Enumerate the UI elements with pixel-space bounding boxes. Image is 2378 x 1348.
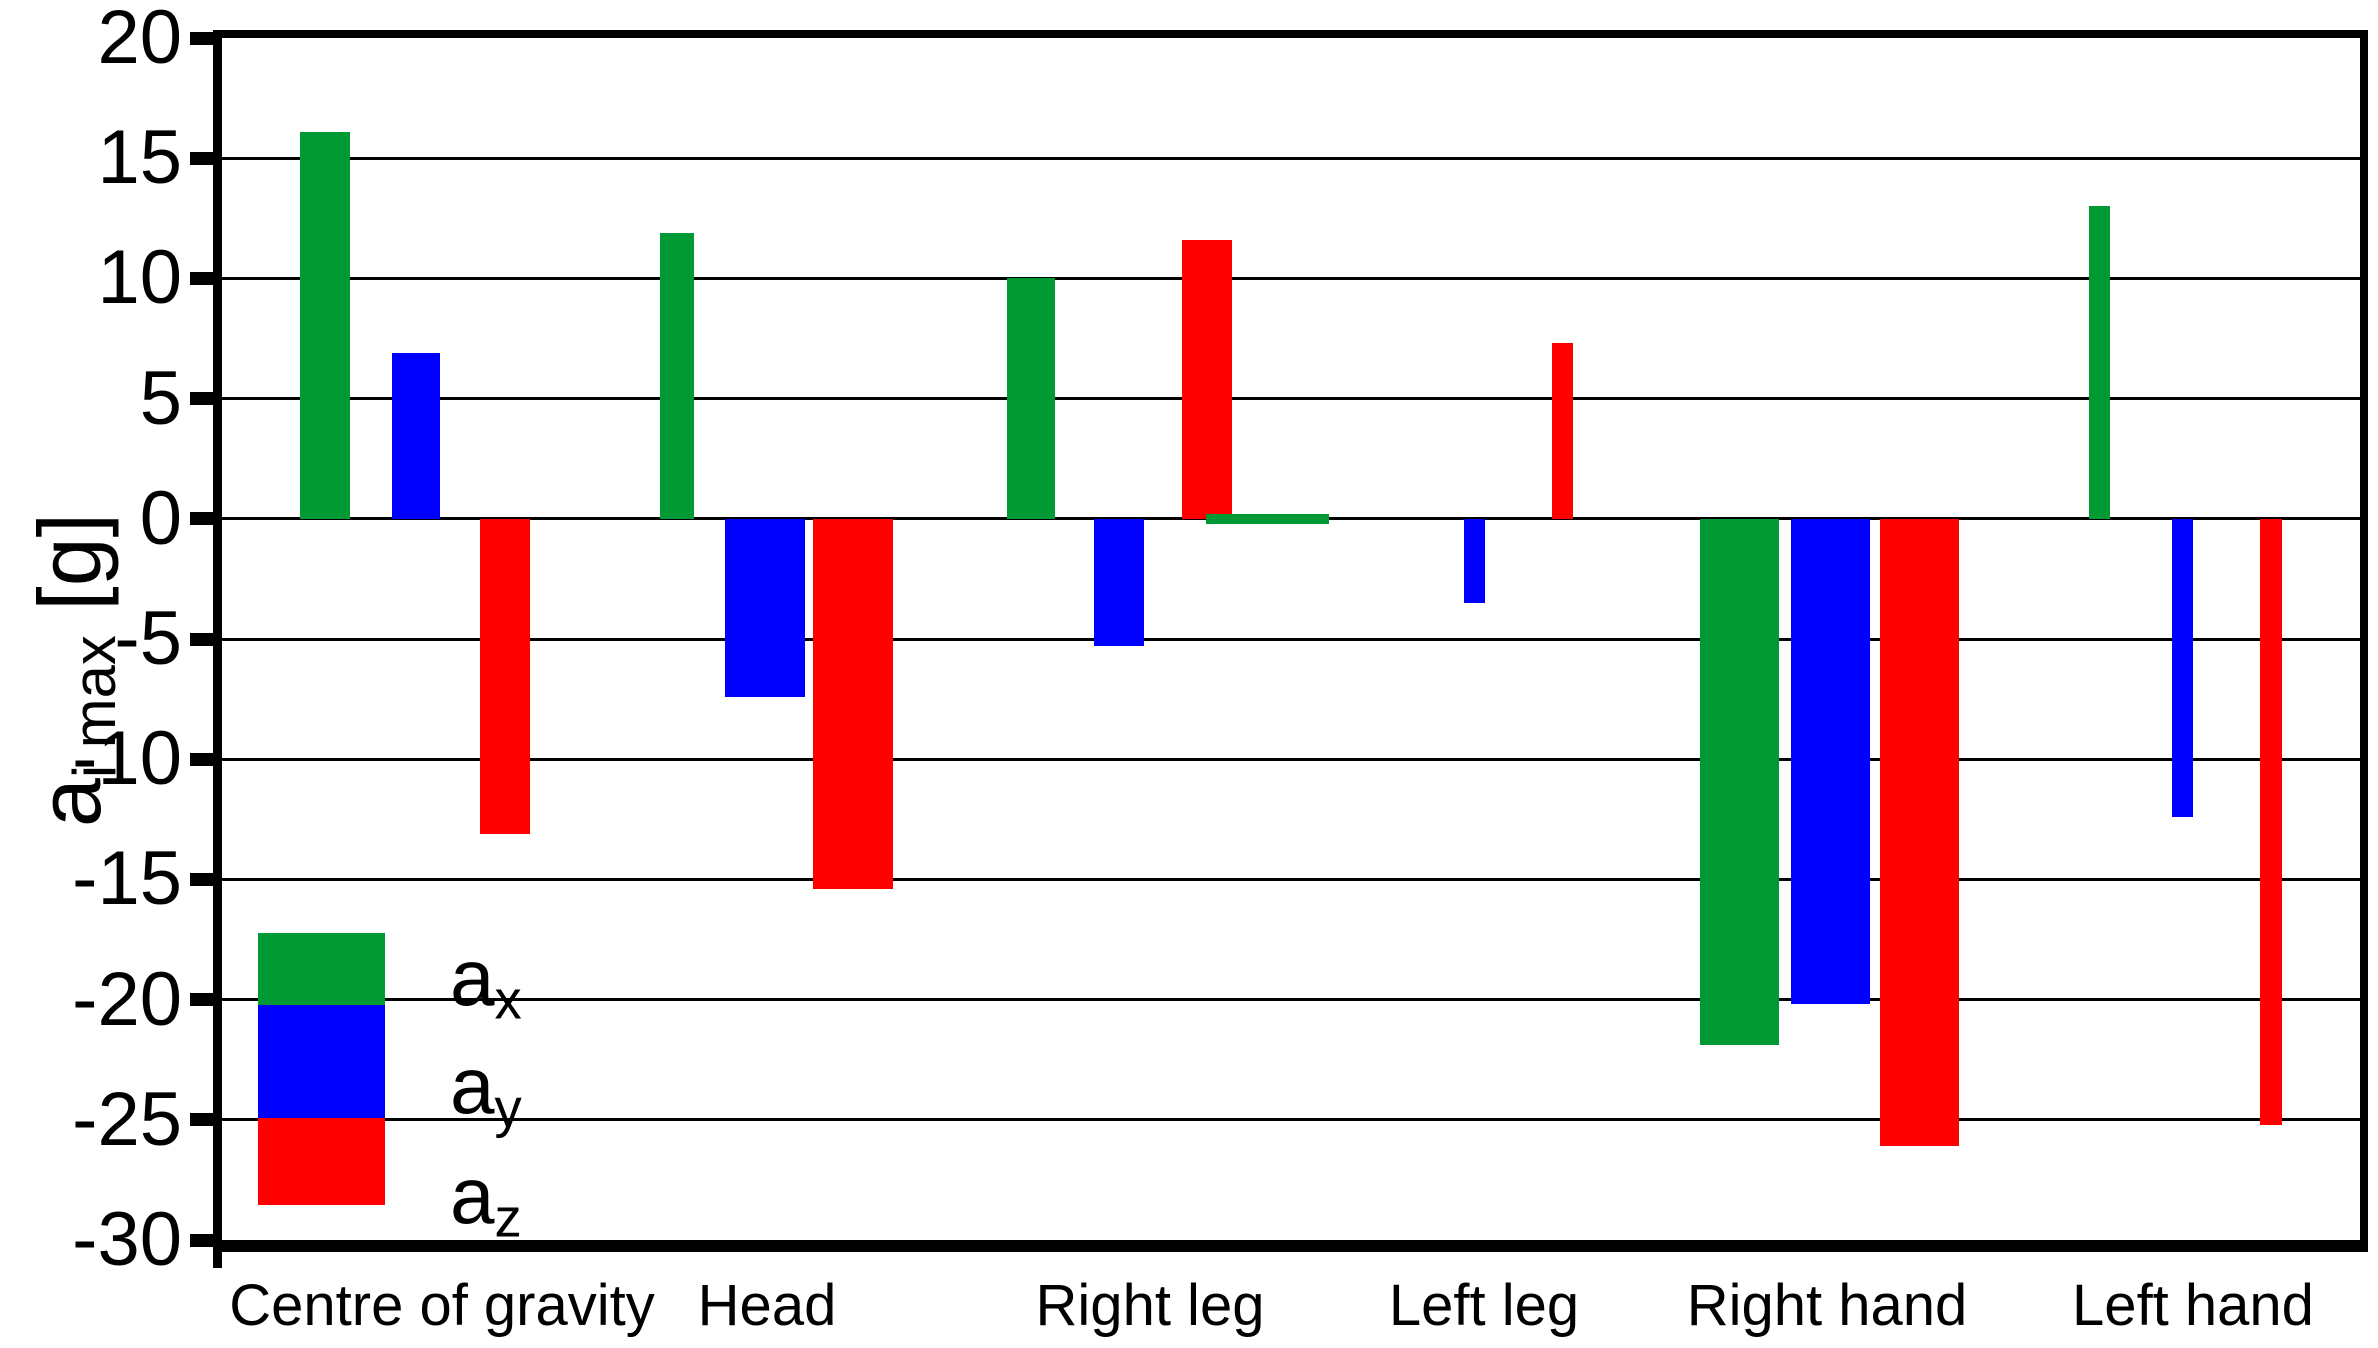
y-tick--10 bbox=[190, 752, 222, 766]
legend-swatch-a_y bbox=[258, 1005, 385, 1118]
legend-swatch-a_z bbox=[258, 1118, 385, 1205]
bar-a_y-left-leg bbox=[1464, 518, 1485, 603]
gridline-y--5 bbox=[222, 637, 2360, 641]
legend-label-base-a_z: a bbox=[450, 1151, 495, 1240]
plot-border bbox=[213, 30, 2368, 1252]
y-tick--20 bbox=[190, 993, 222, 1007]
legend-label-sub-a_x: x bbox=[494, 969, 522, 1031]
legend-label-sub-a_z: z bbox=[494, 1187, 522, 1249]
gridline-y-10 bbox=[222, 276, 2360, 280]
bar-a_y-centre-of-gravity bbox=[392, 352, 440, 519]
bar-a_x-left-hand bbox=[2089, 206, 2110, 519]
y-axis-title-unit: [g] bbox=[20, 512, 119, 611]
legend-label-a_z: az bbox=[450, 1156, 522, 1246]
y-tick-label--10: -10 bbox=[72, 716, 182, 802]
y-tick-label--15: -15 bbox=[72, 836, 182, 922]
gridline-y--10 bbox=[222, 757, 2360, 761]
gridline-y--15 bbox=[222, 877, 2360, 881]
bar-a_z-head bbox=[813, 518, 893, 889]
bar-a_x-head bbox=[660, 232, 694, 519]
x-category-label-right-hand: Right hand bbox=[1686, 1273, 1968, 1338]
bar-a_z-left-leg bbox=[1552, 343, 1573, 519]
legend-label-a_y: ay bbox=[450, 1046, 522, 1136]
y-axis-title-subscript: i max bbox=[60, 635, 128, 779]
x-category-label-left-hand: Left hand bbox=[2072, 1273, 2314, 1338]
x-category-label-head: Head bbox=[697, 1273, 837, 1338]
legend-label-base-a_y: a bbox=[450, 1041, 495, 1130]
y-tick--15 bbox=[190, 872, 222, 886]
y-tick-10 bbox=[190, 271, 222, 285]
gridline-y-5 bbox=[222, 397, 2360, 401]
legend-label-base-a_x: a bbox=[450, 933, 495, 1022]
y-tick-label-0: 0 bbox=[139, 475, 182, 561]
legend-label-sub-a_y: y bbox=[494, 1077, 522, 1139]
y-tick-label--5: -5 bbox=[114, 596, 182, 681]
legend-label-a_x: ax bbox=[450, 938, 522, 1028]
gridline-y--25 bbox=[222, 1118, 2360, 1122]
y-axis-title: ai max [g] bbox=[20, 513, 128, 827]
y-tick-label-15: 15 bbox=[97, 115, 182, 201]
x-category-label-right-leg: Right leg bbox=[1035, 1273, 1265, 1338]
y-tick-0 bbox=[190, 512, 222, 526]
y-tick-20 bbox=[190, 31, 222, 45]
y-axis-title-base: a bbox=[20, 778, 119, 828]
bar-a_x-right-hand bbox=[1700, 518, 1779, 1046]
y-tick-label--25: -25 bbox=[72, 1076, 182, 1162]
bar-a_x-centre-of-gravity bbox=[300, 131, 350, 519]
bar-a_y-right-hand bbox=[1791, 518, 1870, 1005]
y-tick-15 bbox=[190, 151, 222, 165]
y-axis-stub bbox=[213, 1252, 222, 1268]
y-tick-label-20: 20 bbox=[97, 0, 182, 80]
bar-a_y-left-hand bbox=[2172, 518, 2193, 817]
bar-a_y-head bbox=[725, 518, 805, 697]
y-tick--25 bbox=[190, 1113, 222, 1127]
bar-a_x-left-leg bbox=[1206, 513, 1329, 524]
bar-a_z-left-hand bbox=[2260, 518, 2282, 1125]
bar-a_y-right-leg bbox=[1094, 518, 1144, 647]
x-category-label-centre-of-gravity: Centre of gravity bbox=[229, 1273, 655, 1338]
x-category-label-left-leg: Left leg bbox=[1388, 1273, 1580, 1338]
bar-a_z-right-leg bbox=[1182, 239, 1232, 519]
y-tick-label-10: 10 bbox=[97, 235, 182, 321]
y-tick--5 bbox=[190, 632, 222, 646]
y-tick--30 bbox=[190, 1233, 222, 1247]
gridline-y--20 bbox=[222, 998, 2360, 1002]
y-tick-label--30: -30 bbox=[72, 1197, 182, 1282]
gridline-y-15 bbox=[222, 156, 2360, 160]
bar-a_z-centre-of-gravity bbox=[480, 518, 530, 834]
y-tick-label--20: -20 bbox=[72, 956, 182, 1042]
y-tick-label-5: 5 bbox=[139, 355, 182, 441]
bar-a_z-right-hand bbox=[1880, 518, 1959, 1147]
legend-swatch-a_x bbox=[258, 933, 385, 1005]
y-tick-5 bbox=[190, 392, 222, 406]
bar-a_x-right-leg bbox=[1007, 278, 1055, 519]
